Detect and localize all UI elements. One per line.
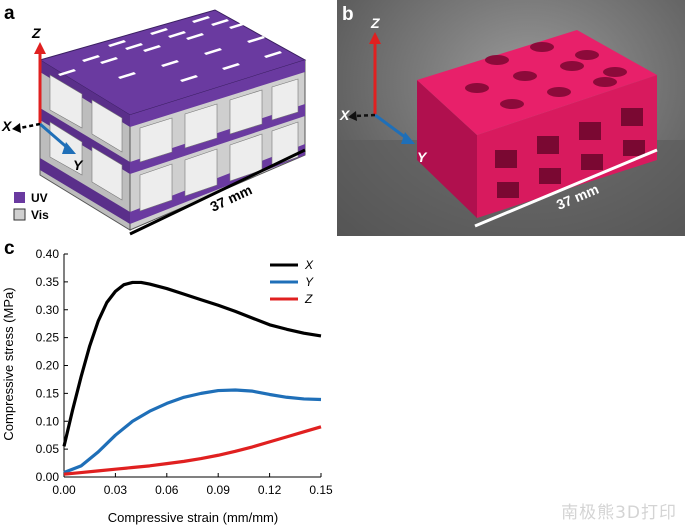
panel-b-axis-x-label: X <box>339 107 351 123</box>
legend-vis-label: Vis <box>31 208 49 222</box>
legend-label-z: Z <box>304 292 313 306</box>
watermark-text: 南极熊3D打印 <box>561 503 677 523</box>
x-tick-label: 0.12 <box>258 483 282 497</box>
panel-a-axis-z-label: Z <box>31 25 41 41</box>
y-tick-label: 0.20 <box>36 359 60 373</box>
legend-label-x: X <box>304 258 314 272</box>
panel-a-letter: a <box>4 3 15 24</box>
x-tick-label: 0.03 <box>104 483 128 497</box>
series-line-z <box>63 425 322 476</box>
series-line-y <box>63 388 322 475</box>
series-line-x <box>62 280 322 447</box>
uv-band-front-3 <box>40 158 130 224</box>
y-tick-label: 0.35 <box>36 275 60 289</box>
panel-a-dimension-line <box>129 148 306 236</box>
panel-b-axis-y-label: Y <box>417 149 428 165</box>
chart-axes-layer: 0.00 0.05 0.10 0.15 0.20 0.25 0.30 0.35 0.40 0.00… <box>36 247 333 497</box>
top-slits <box>58 16 282 82</box>
legend-vis-swatch <box>13 208 26 221</box>
chart-legend-layer: XYZ <box>270 258 314 306</box>
print-side-openings <box>495 108 645 198</box>
legend-uv-label: UV <box>31 191 48 205</box>
chart-series-layer <box>62 280 322 476</box>
axis-y-head <box>62 142 76 154</box>
legend-uv-swatch <box>14 192 25 203</box>
panel-b-dimension-line <box>474 148 658 228</box>
panel-b-photograph: Z X Y 37 mm <box>337 0 685 236</box>
b-axis-x-head <box>348 111 357 121</box>
b-axis-y-arrow <box>374 113 410 142</box>
b-axis-y-head <box>401 132 415 144</box>
panel-c-letter: c <box>4 238 15 259</box>
x-tick-label: 0.15 <box>309 483 333 497</box>
y-tick-label: 0.25 <box>36 331 60 345</box>
axis-z-head <box>34 42 46 54</box>
y-tick-label: 0.05 <box>36 442 60 456</box>
panel-b-axis-z-label: Z <box>370 15 380 31</box>
print-front-face <box>417 80 477 218</box>
axis-x-head <box>12 123 21 133</box>
panel-b-letter: b <box>342 4 354 25</box>
panel-a-axis-x-label: X <box>1 118 13 134</box>
b-axis-z-head <box>369 32 381 44</box>
x-axis-label: Compressive strain (mm/mm) <box>108 510 278 525</box>
uv-band-right-1 <box>130 60 305 127</box>
y-tick-label: 0.30 <box>36 303 60 317</box>
panel-a-axis-y-label: Y <box>73 157 84 173</box>
print-right-face <box>477 75 657 218</box>
y-axis-label: Compressive stress (MPa) <box>1 287 16 440</box>
y-tick-label: 0.40 <box>36 247 60 261</box>
panel-a-lattice-illustration: Z X Y 37 mm UV Vis <box>1 9 307 236</box>
x-tick-label: 0.00 <box>52 483 76 497</box>
y-tick-label: 0.00 <box>36 470 60 484</box>
stress-strain-chart: 0.00 0.05 0.10 0.15 0.20 0.25 0.30 0.35 0.40 0.00… <box>1 247 333 525</box>
x-tick-label: 0.09 <box>207 483 231 497</box>
y-tick-label: 0.15 <box>36 386 60 400</box>
print-top-holes <box>465 42 627 109</box>
y-tick-label: 0.10 <box>36 414 60 428</box>
panel-b-printed-lattice: Z X Y 37 mm <box>337 15 685 236</box>
legend-label-y: Y <box>305 275 314 289</box>
axis-x-arrow <box>19 122 41 130</box>
b-axis-x-arrow <box>354 113 376 118</box>
x-tick-label: 0.06 <box>155 483 179 497</box>
